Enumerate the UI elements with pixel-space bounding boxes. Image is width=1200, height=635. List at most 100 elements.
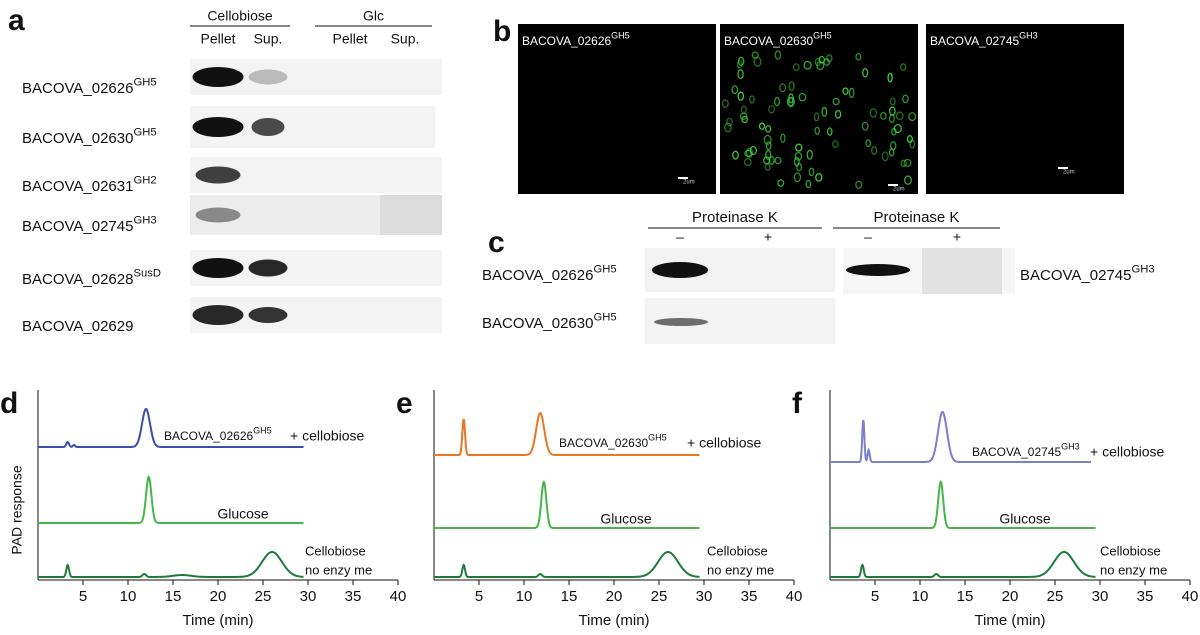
row-label-main: BACOVA_02630 — [482, 315, 593, 332]
cell — [763, 156, 771, 165]
scale-label: 2um — [1063, 170, 1075, 176]
group-header: Glc — [363, 8, 384, 24]
x-tick-label: 5 — [871, 588, 879, 605]
x-tick-label: 25 — [651, 588, 668, 605]
trace-label-main: BACOVA_02626 — [164, 429, 253, 443]
trace-label: no enzy me — [707, 562, 774, 577]
row-label-sup: GH5 — [593, 263, 616, 275]
x-tick-label: 35 — [1137, 588, 1154, 605]
cell — [848, 87, 855, 99]
cell — [737, 69, 744, 80]
x-tick-label: 10 — [912, 588, 929, 605]
row-label: BACOVA_02626GH5 — [22, 76, 157, 97]
blot-band — [192, 67, 244, 87]
scale-bar — [1058, 167, 1068, 169]
trace — [38, 407, 304, 448]
cell — [842, 87, 849, 95]
x-tick-label: 40 — [786, 588, 803, 605]
blot-band — [654, 318, 708, 326]
cell — [749, 95, 755, 104]
row-label-main: BACOVA_02626 — [482, 267, 593, 284]
cell — [808, 167, 815, 177]
trace-label: BACOVA_02626GH5 — [164, 426, 272, 443]
x-axis-label: Time (min) — [578, 612, 649, 629]
micrograph — [926, 24, 1124, 194]
cell — [832, 140, 839, 149]
trace-label: Cellobiose — [305, 543, 366, 558]
panel-letter: a — [8, 4, 25, 37]
cell — [871, 146, 878, 156]
scale-label: 2um — [683, 180, 695, 186]
row-label-main: BACOVA_02745 — [1020, 267, 1131, 284]
blot-band — [248, 69, 288, 85]
trace-label: no enzy me — [305, 562, 372, 577]
cell — [813, 112, 820, 122]
image-label: BACOVA_02745GH3 — [930, 31, 1038, 48]
trace-label: Glucose — [217, 506, 269, 522]
panel-letter: f — [792, 387, 803, 420]
cell — [904, 175, 912, 185]
x-tick-label: 30 — [1092, 588, 1109, 605]
cell — [724, 122, 732, 133]
column-header: Sup. — [391, 31, 420, 47]
cell — [763, 134, 772, 145]
cell — [908, 112, 917, 122]
cell — [731, 85, 739, 95]
cell — [815, 173, 823, 182]
trace-label: Glucose — [600, 511, 652, 527]
image-label-main: BACOVA_02626 — [522, 34, 611, 48]
column-header: + — [953, 229, 961, 245]
blot-band — [846, 264, 910, 276]
column-header: Pellet — [332, 31, 367, 47]
micrograph — [518, 24, 716, 194]
cell — [805, 179, 812, 189]
cell — [765, 141, 772, 151]
column-header: + — [764, 229, 772, 245]
x-tick-label: 20 — [210, 588, 227, 605]
cell — [889, 97, 896, 106]
trace — [38, 475, 304, 524]
row-label-sup: GH5 — [133, 76, 156, 88]
x-tick-label: 25 — [1047, 588, 1064, 605]
row-label-sup: GH2 — [133, 174, 156, 186]
row-label: BACOVA_02630GH5 — [22, 126, 157, 147]
row-label: BACOVA_02631GH2 — [22, 174, 157, 195]
row-label: BACOVA_02626GH5 — [482, 263, 617, 284]
cell — [788, 81, 795, 91]
row-label-main: BACOVA_02630 — [22, 130, 133, 147]
image-label-sup: GH3 — [1019, 31, 1038, 41]
cell — [826, 127, 833, 136]
column-header: Sup. — [254, 31, 283, 47]
blot-band — [192, 305, 244, 325]
cell — [869, 108, 878, 118]
cell — [779, 83, 787, 93]
trace — [830, 551, 1096, 578]
cell — [902, 94, 909, 104]
blot-band — [195, 166, 241, 184]
trace-label-main: BACOVA_02630 — [559, 436, 648, 450]
cell — [890, 140, 897, 151]
trace-label-suffix: + cellobiose — [687, 435, 762, 451]
cell — [855, 180, 863, 189]
micrograph — [720, 24, 918, 194]
column-header: Pellet — [200, 31, 235, 47]
blot-band — [248, 307, 288, 323]
cell — [823, 58, 831, 66]
trace-label-main: BACOVA_02745 — [972, 445, 1061, 459]
cell — [903, 158, 912, 167]
row-label-main: BACOVA_02745 — [22, 218, 133, 235]
x-tick-label: 20 — [1002, 588, 1019, 605]
x-tick-label: 40 — [390, 588, 407, 605]
x-tick-label: 30 — [300, 588, 317, 605]
cell — [765, 149, 772, 160]
cell — [906, 135, 913, 144]
row-label: BACOVA_02745GH3 — [22, 214, 157, 235]
row-label-sup: GH5 — [133, 126, 156, 138]
image-label-sup: GH5 — [611, 31, 630, 41]
image-label-main: BACOVA_02745 — [930, 34, 1019, 48]
x-tick-label: 15 — [561, 588, 578, 605]
cell — [777, 179, 785, 187]
row-label-sup: SusD — [133, 267, 161, 279]
x-tick-label: 10 — [120, 588, 137, 605]
cell — [737, 91, 745, 101]
